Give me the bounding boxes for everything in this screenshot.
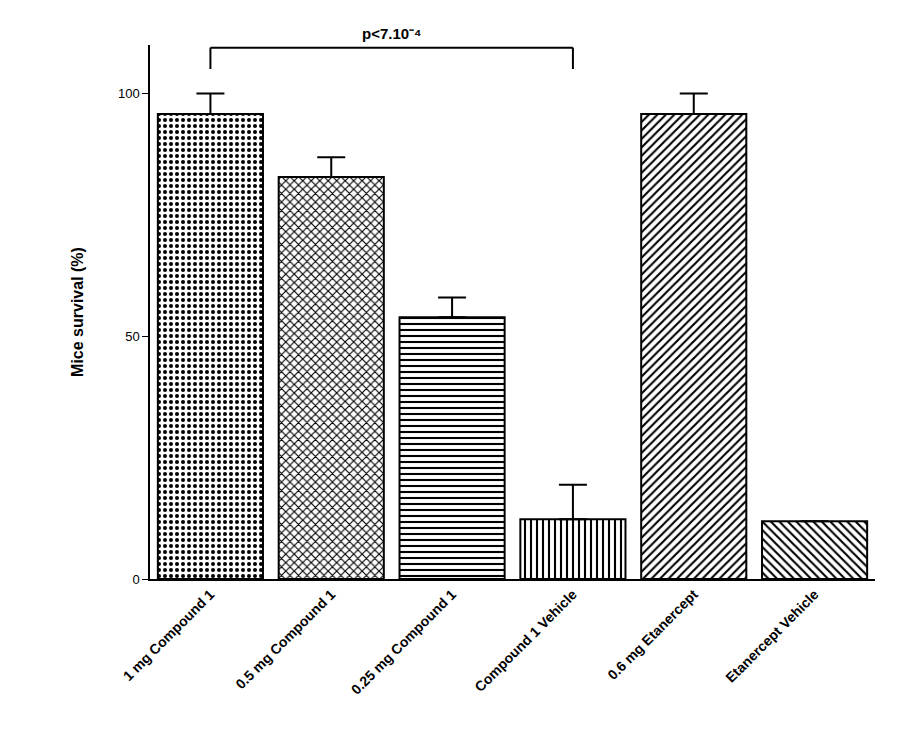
svg-text:p<7.10⁻⁴: p<7.10⁻⁴ — [362, 25, 422, 42]
svg-text:Etanercept Vehicle: Etanercept Vehicle — [722, 586, 822, 686]
svg-text:1 mg Compound 1: 1 mg Compound 1 — [120, 586, 218, 684]
svg-text:0: 0 — [132, 572, 139, 587]
svg-text:100: 100 — [118, 86, 140, 101]
svg-text:0.6 mg Etanercept: 0.6 mg Etanercept — [604, 586, 701, 683]
svg-text:50: 50 — [125, 329, 139, 344]
svg-text:0.5 mg Compound 1: 0.5 mg Compound 1 — [232, 586, 338, 692]
svg-text:0.25 mg Compound 1: 0.25 mg Compound 1 — [348, 586, 460, 698]
svg-text:Mice survival (%): Mice survival (%) — [69, 247, 86, 377]
svg-text:Compound 1 Vehicle: Compound 1 Vehicle — [471, 586, 580, 695]
